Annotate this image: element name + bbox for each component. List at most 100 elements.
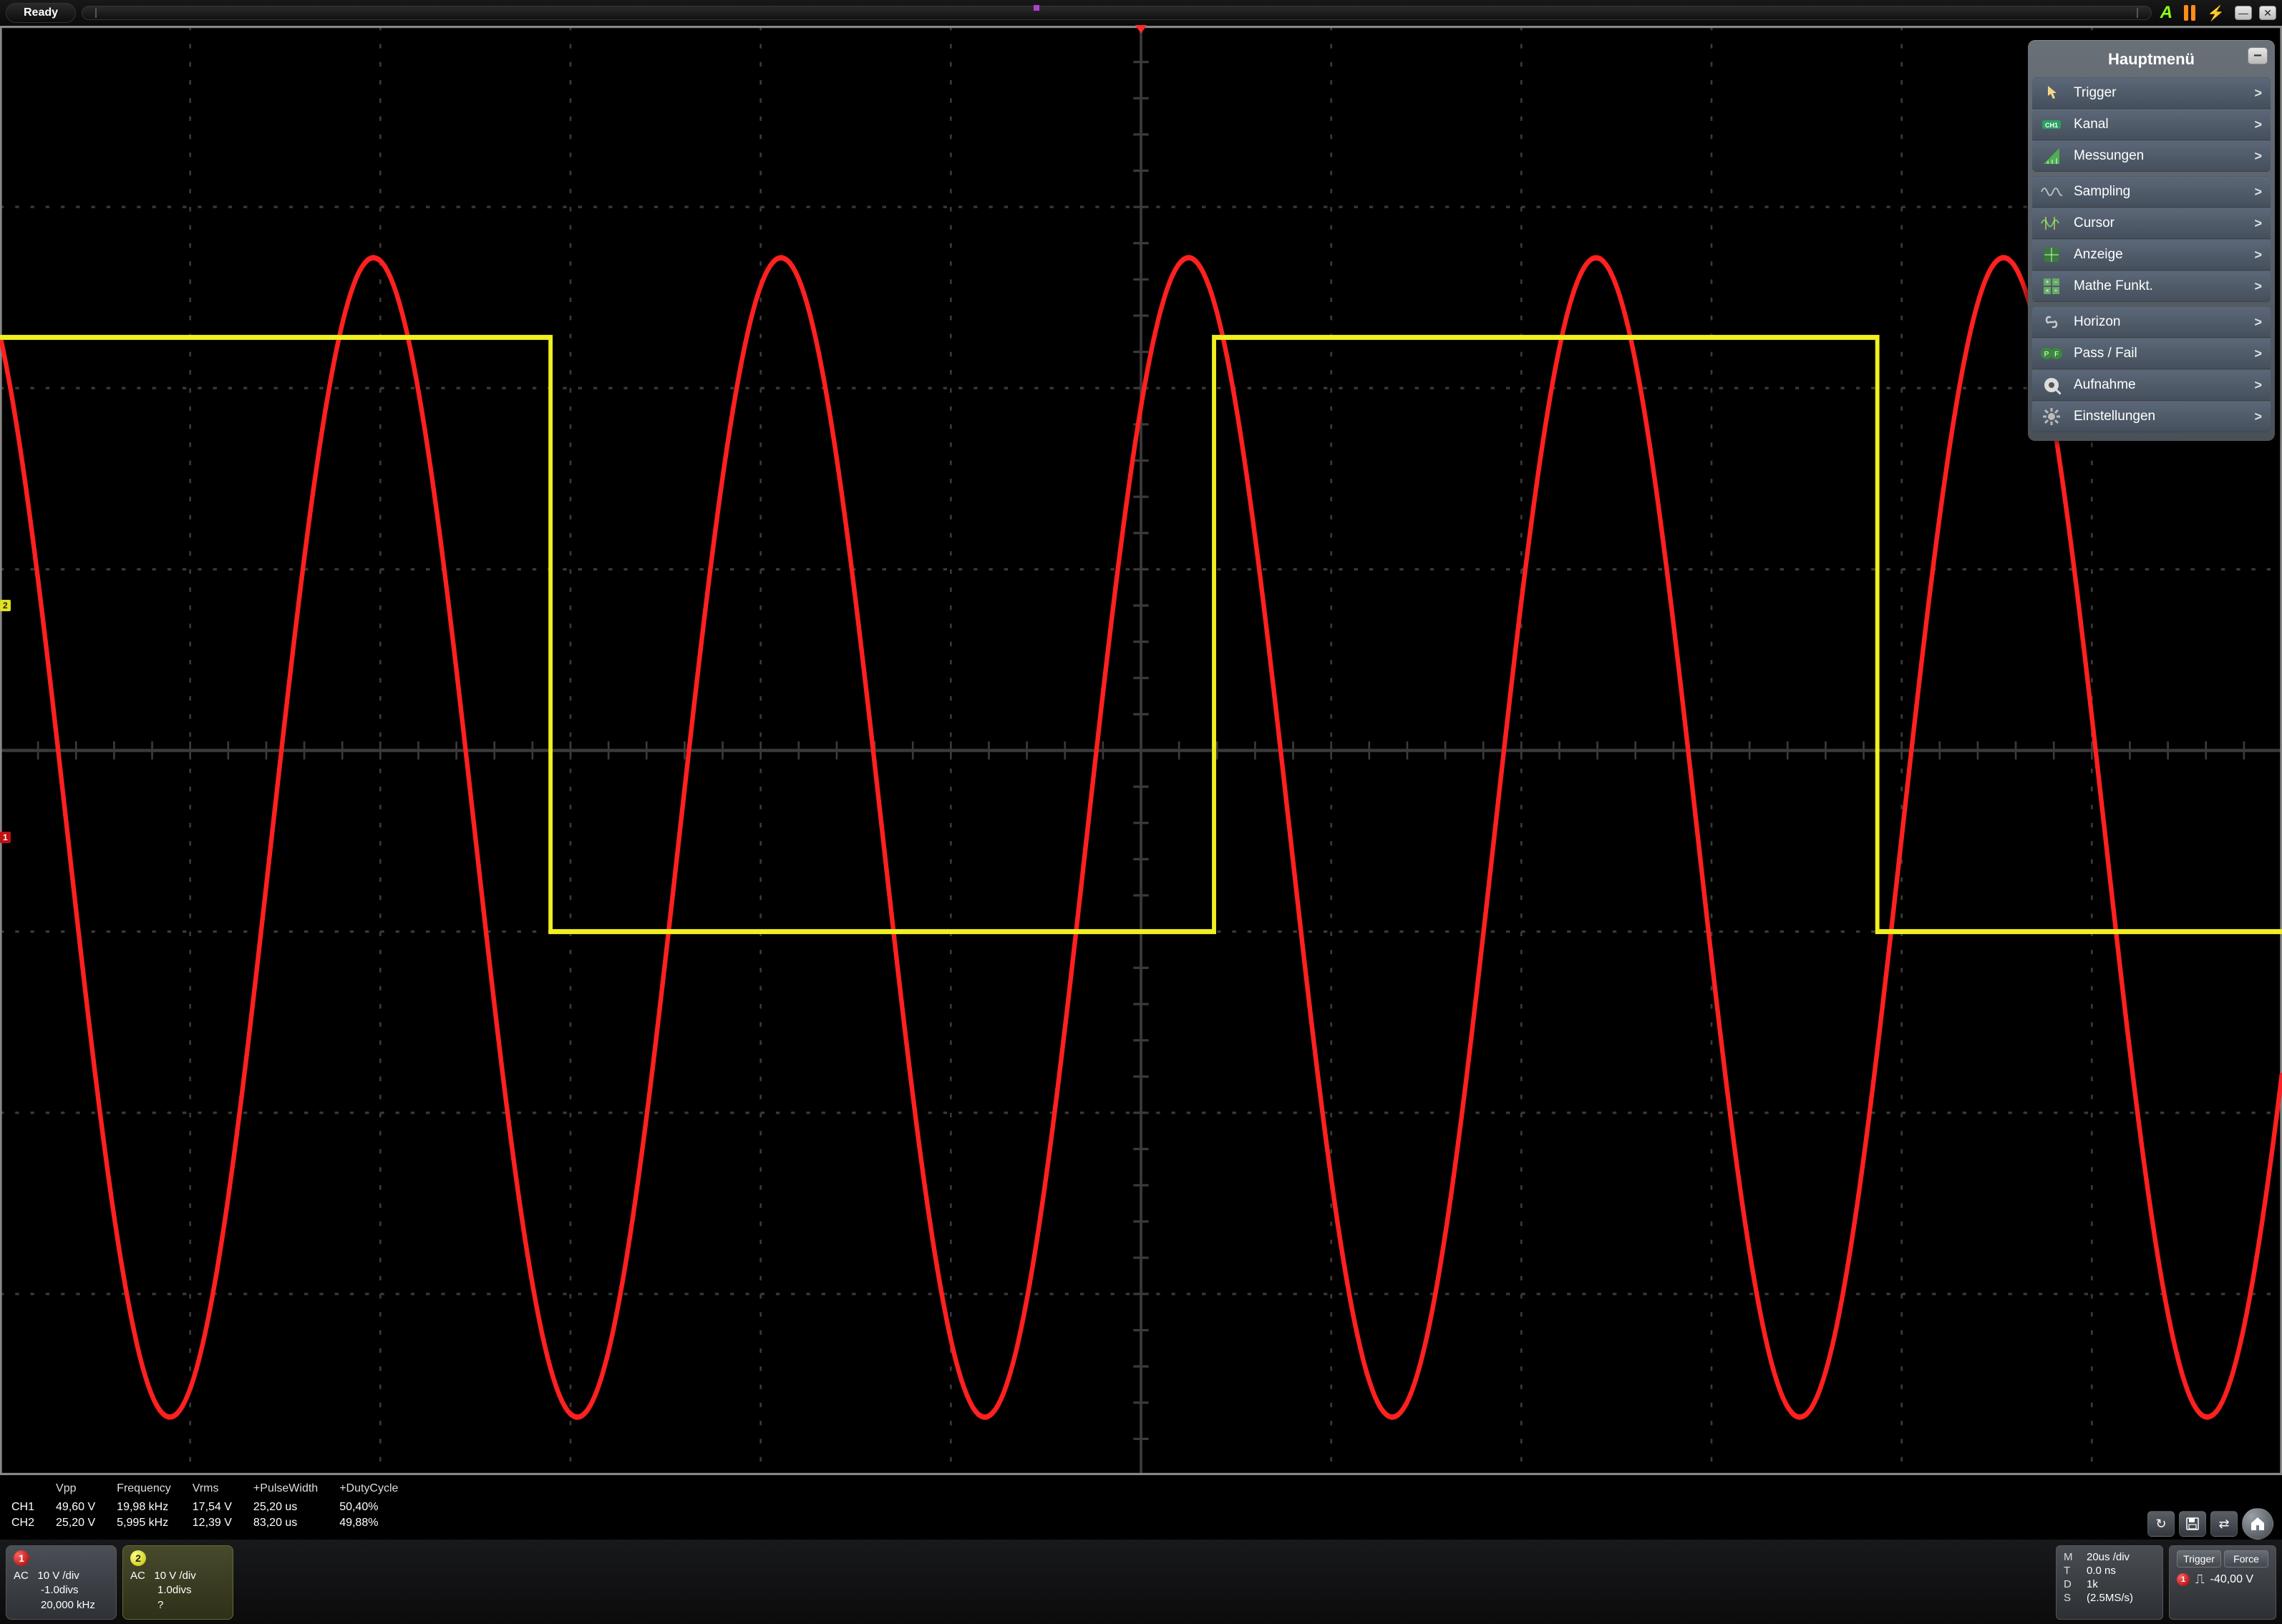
ch2-offset: 1.0divs <box>130 1583 225 1598</box>
chevron-right-icon: > <box>2254 279 2262 294</box>
meas-header: Frequency <box>117 1481 193 1499</box>
svg-text:F: F <box>2054 351 2059 359</box>
menu-item-label: Einstellungen <box>2074 409 2254 424</box>
svg-text:−: − <box>2054 278 2057 286</box>
meas-row: CH149,60 V19,98 kHz17,54 V25,20 us50,40% <box>11 1499 419 1515</box>
timebase-t: 0.0 ns <box>2087 1565 2116 1577</box>
autoset-button[interactable]: ↻ <box>2147 1511 2175 1537</box>
cursor-icon <box>2041 213 2062 233</box>
meas-header <box>11 1481 56 1499</box>
minimize-button[interactable]: — <box>2235 6 2252 20</box>
svg-text:+: + <box>2045 278 2049 286</box>
menu-item-label: Trigger <box>2074 85 2254 101</box>
main-menu-minimize-button[interactable]: − <box>2248 47 2268 64</box>
svg-text:×: × <box>2045 287 2049 294</box>
swap-button[interactable]: ⇄ <box>2210 1511 2238 1537</box>
bolt-icon: ⚡ <box>2204 4 2228 22</box>
chevron-right-icon: > <box>2254 409 2262 424</box>
scope-canvas <box>0 26 2282 1475</box>
ch2-scale: 10 V /div <box>154 1570 195 1582</box>
main-menu-header: Hauptmenü − <box>2032 44 2271 77</box>
trigger-panel: Trigger Force 1 ⎍ -40,00 V <box>2169 1545 2276 1620</box>
home-button[interactable] <box>2242 1508 2273 1540</box>
ch2-freq: ? <box>130 1598 225 1613</box>
menu-item-einstellungen[interactable]: Einstellungen> <box>2032 401 2271 432</box>
ch1-scale: 10 V /div <box>37 1570 79 1582</box>
main-menu-title: Hauptmenü <box>2108 50 2195 69</box>
scope-display: 1 2 Hauptmenü − Trigger>CH1Kanal>Messung… <box>0 26 2282 1475</box>
trigger-menu-button[interactable]: Trigger <box>2177 1550 2221 1567</box>
menu-item-sampling[interactable]: Sampling> <box>2032 176 2271 208</box>
ch1-panel[interactable]: 1 AC 10 V /div -1.0divs 20,000 kHz <box>6 1545 117 1620</box>
acquisition-timeline[interactable] <box>82 6 2152 20</box>
measurements-table: VppFrequencyVrms+PulseWidth+DutyCycleCH1… <box>0 1475 2282 1540</box>
chevron-right-icon: > <box>2254 149 2262 164</box>
ch2-panel[interactable]: 2 AC 10 V /div 1.0divs ? <box>122 1545 233 1620</box>
display-icon <box>2041 245 2062 265</box>
timeline-trigger-marker <box>1034 5 1039 11</box>
pointer-icon <box>2041 83 2062 103</box>
ch1-freq: 20,000 kHz <box>14 1598 109 1613</box>
chevron-right-icon: > <box>2254 346 2262 361</box>
auto-indicator: A <box>2157 3 2175 23</box>
top-bar: Ready A ⚡ — ✕ <box>0 0 2282 26</box>
chevron-right-icon: > <box>2254 216 2262 231</box>
menu-item-aufnahme[interactable]: Aufnahme> <box>2032 369 2271 401</box>
ch-chip-icon: CH1 <box>2041 115 2062 135</box>
trigger-source-badge: 1 <box>2177 1573 2190 1586</box>
meas-row: CH225,20 V5,995 kHz12,39 V83,20 us49,88% <box>11 1515 419 1531</box>
meas-header: +PulseWidth <box>253 1481 339 1499</box>
chevron-right-icon: > <box>2254 378 2262 393</box>
menu-item-label: Sampling <box>2074 184 2254 200</box>
menu-item-kanal[interactable]: CH1Kanal> <box>2032 109 2271 140</box>
close-button[interactable]: ✕ <box>2259 6 2276 20</box>
ch1-coupling: AC <box>14 1570 29 1582</box>
toolbar-tray: ↻ ⇄ <box>2147 1508 2273 1540</box>
svg-text:CH1: CH1 <box>2045 122 2058 129</box>
gear-icon <box>2041 407 2062 427</box>
timebase-s: (2.5MS/s) <box>2087 1592 2133 1604</box>
menu-item-label: Aufnahme <box>2074 377 2254 393</box>
menu-item-horizon[interactable]: Horizon> <box>2032 306 2271 338</box>
menu-item-messungen[interactable]: Messungen> <box>2032 140 2271 172</box>
chevron-right-icon: > <box>2254 248 2262 263</box>
link-icon <box>2041 312 2062 332</box>
force-trigger-button[interactable]: Force <box>2224 1550 2268 1567</box>
timebase-panel[interactable]: M20us /div T0.0 ns D1k S(2.5MS/s) <box>2056 1545 2163 1620</box>
main-menu-panel: Hauptmenü − Trigger>CH1Kanal>Messungen>S… <box>2028 40 2275 441</box>
ch2-badge: 2 <box>130 1550 146 1566</box>
pause-icon[interactable] <box>2181 5 2198 21</box>
menu-item-label: Horizon <box>2074 314 2254 330</box>
chevron-right-icon: > <box>2254 315 2262 330</box>
record-icon <box>2041 375 2062 395</box>
math-icon: +−× ÷ <box>2041 276 2062 296</box>
menu-item-anzeige[interactable]: Anzeige> <box>2032 239 2271 271</box>
chevron-right-icon: > <box>2254 185 2262 200</box>
menu-item-label: Messungen <box>2074 148 2254 164</box>
menu-item-trigger[interactable]: Trigger> <box>2032 77 2271 109</box>
trigger-position-arrow <box>1135 25 1147 34</box>
menu-item-label: Pass / Fail <box>2074 346 2254 361</box>
meas-header: Vpp <box>56 1481 117 1499</box>
menu-item-cursor[interactable]: Cursor> <box>2032 208 2271 239</box>
ch2-zero-marker[interactable]: 2 <box>0 600 11 611</box>
menu-item-pass-fail[interactable]: PF Pass / Fail> <box>2032 338 2271 369</box>
svg-text:÷: ÷ <box>2054 287 2058 294</box>
meas-header: Vrms <box>193 1481 253 1499</box>
menu-item-label: Mathe Funkt. <box>2074 278 2254 294</box>
passfail-icon: PF <box>2041 344 2062 364</box>
ch1-badge: 1 <box>14 1550 29 1566</box>
chevron-right-icon: > <box>2254 117 2262 132</box>
save-button[interactable] <box>2179 1511 2206 1537</box>
ch1-offset: -1.0divs <box>14 1583 109 1598</box>
menu-item-label: Cursor <box>2074 215 2254 231</box>
menu-item-mathe-funkt-[interactable]: +−× ÷ Mathe Funkt.> <box>2032 271 2271 302</box>
ch1-zero-marker[interactable]: 1 <box>0 832 11 843</box>
meas-header: +DutyCycle <box>339 1481 419 1499</box>
svg-text:P: P <box>2044 351 2049 359</box>
wave-icon <box>2041 182 2062 202</box>
status-pill: Ready <box>6 3 76 23</box>
trigger-level: -40,00 V <box>2210 1573 2253 1586</box>
timebase-d: 1k <box>2087 1578 2098 1590</box>
bottom-bar: ↻ ⇄ 1 AC 10 V /div -1.0divs 20,000 kHz 2… <box>0 1540 2282 1624</box>
